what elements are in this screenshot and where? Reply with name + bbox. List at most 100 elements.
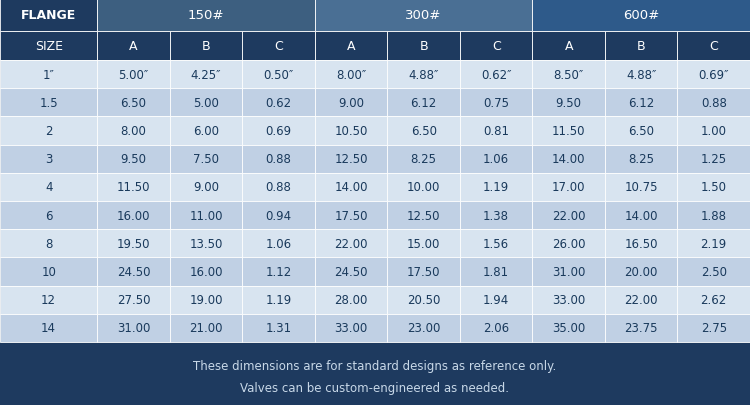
Text: 6.12: 6.12 [410,97,436,110]
Text: 2.62: 2.62 [700,294,727,307]
Text: 6.50: 6.50 [411,125,436,138]
Bar [387,230,460,258]
Bar [460,314,532,342]
Text: 6.50: 6.50 [121,97,146,110]
Bar [315,61,387,89]
Text: 24.50: 24.50 [117,265,150,278]
Bar [98,145,170,173]
Text: 1.38: 1.38 [483,209,509,222]
Text: 22.00: 22.00 [552,209,586,222]
Bar [605,314,677,342]
Bar [605,61,677,89]
Bar [0,61,98,89]
Text: 19.00: 19.00 [189,294,223,307]
Bar [677,258,750,286]
Bar [315,314,387,342]
Text: A: A [346,40,355,53]
Text: 31.00: 31.00 [552,265,585,278]
Text: 5.00: 5.00 [193,97,219,110]
Text: 6: 6 [45,209,53,222]
Text: 8.25: 8.25 [628,153,654,166]
Bar [315,173,387,202]
Bar [605,117,677,145]
Bar [677,145,750,173]
Text: 0.81: 0.81 [483,125,509,138]
Text: 23.00: 23.00 [407,322,440,335]
Bar [315,230,387,258]
Text: 0.88: 0.88 [700,97,727,110]
Text: 2: 2 [45,125,53,138]
Text: 1″: 1″ [43,68,55,81]
Bar [98,32,170,61]
Text: 33.00: 33.00 [334,322,368,335]
Text: 9.00: 9.00 [338,97,364,110]
Text: 28.00: 28.00 [334,294,368,307]
Bar [605,145,677,173]
Text: 1.12: 1.12 [266,265,292,278]
Bar [677,32,750,61]
Bar [605,173,677,202]
Bar [0,202,98,230]
Bar [242,89,315,117]
Bar [98,258,170,286]
Bar [387,117,460,145]
Text: 2.19: 2.19 [700,237,727,250]
Text: B: B [202,40,210,53]
Bar [242,258,315,286]
Bar [532,89,605,117]
Bar [315,258,387,286]
Text: 0.88: 0.88 [266,181,292,194]
Text: 16.00: 16.00 [117,209,150,222]
Text: 8.00″: 8.00″ [336,68,366,81]
Bar [170,173,242,202]
Text: 33.00: 33.00 [552,294,585,307]
Bar [532,117,605,145]
Bar [0,0,98,32]
Text: 4.25″: 4.25″ [190,68,221,81]
Bar [677,202,750,230]
Text: 10.75: 10.75 [625,181,658,194]
Text: 600#: 600# [623,9,659,22]
Bar [0,89,98,117]
Bar [0,314,98,342]
Text: 17.50: 17.50 [407,265,440,278]
Bar [170,258,242,286]
Text: 35.00: 35.00 [552,322,585,335]
Text: 2.06: 2.06 [483,322,509,335]
Bar [98,0,315,32]
Text: 1.00: 1.00 [700,125,727,138]
Text: 0.88: 0.88 [266,153,292,166]
Bar [242,202,315,230]
Bar [242,32,315,61]
Bar [460,202,532,230]
Text: C: C [274,40,283,53]
Text: 1.56: 1.56 [483,237,509,250]
Bar [387,32,460,61]
Text: 6.50: 6.50 [628,125,654,138]
Bar [242,117,315,145]
Text: 5.00″: 5.00″ [118,68,148,81]
Bar [532,314,605,342]
Bar [170,32,242,61]
Text: 0.75: 0.75 [483,97,509,110]
Text: 1.81: 1.81 [483,265,509,278]
Bar [98,173,170,202]
Bar [242,314,315,342]
Text: 1.31: 1.31 [266,322,292,335]
Bar [460,89,532,117]
Bar [242,230,315,258]
Text: B: B [637,40,646,53]
Bar [315,202,387,230]
Text: C: C [492,40,500,53]
Text: B: B [419,40,428,53]
Bar [677,117,750,145]
Bar [0,117,98,145]
Text: A: A [565,40,573,53]
Bar [0,173,98,202]
Text: 6.00: 6.00 [193,125,219,138]
Text: 1.94: 1.94 [483,294,509,307]
Text: 0.69: 0.69 [266,125,292,138]
Text: 16.50: 16.50 [625,237,658,250]
Bar [315,145,387,173]
Bar [387,173,460,202]
